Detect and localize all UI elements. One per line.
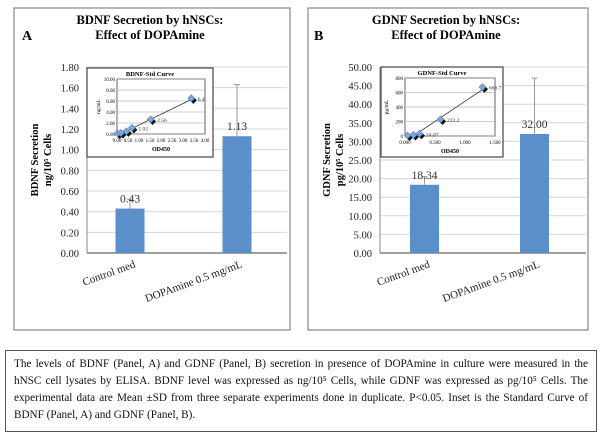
inset-y-tick-label: 10.00: [104, 78, 116, 83]
inset-y-tick-label: 4.00: [106, 111, 115, 116]
bar: [115, 208, 145, 253]
bar: [222, 136, 252, 253]
inset-point: [403, 131, 412, 140]
inset-y-axis-title: pg/mL: [384, 99, 390, 114]
y-tick-label: 5.00: [354, 230, 372, 241]
y-tick-label: 0.00: [61, 249, 79, 260]
inset-x-tick-label: 2.50: [168, 139, 177, 144]
y-axis-label: ng/10⁵ Cells: [43, 134, 54, 186]
y-axis-label: BDNF Secretion: [30, 124, 41, 197]
y-tick-label: 1.00: [61, 146, 79, 157]
y-axis-label: GDNF Secretion: [322, 123, 333, 197]
y-tick-label: 0.40: [61, 208, 79, 219]
panel-letter: A: [22, 29, 33, 44]
y-tick-label: 1.20: [61, 125, 79, 136]
y-axis-title: BDNF Secretion ng/10⁵ Cells: [30, 124, 54, 197]
inset-x-tick-label: 4.00: [201, 139, 210, 144]
inset-x-tick-label: 0.50: [124, 139, 133, 144]
y-tick-label: 40.00: [348, 100, 372, 111]
inset-point-label: 2.56: [157, 118, 167, 124]
inset-point-label: 222.2: [447, 118, 460, 124]
data-label: 18.34: [412, 170, 438, 182]
chart-title: BDNF Secretion by hNSCs:: [77, 13, 224, 27]
inset-y-tick-label: 200: [396, 121, 404, 126]
inset-point: [146, 115, 155, 124]
inset-x-tick-label: 0.000: [399, 141, 411, 146]
y-tick-label: 0.20: [61, 228, 79, 239]
y-tick-label: 10.00: [348, 212, 372, 223]
inset-x-axis-title: OD450: [441, 149, 459, 155]
inset-border: [380, 66, 504, 158]
inset-x-tick-label: 2.00: [157, 139, 166, 144]
inset-title: BDNF-Std Curve: [126, 71, 174, 78]
inset-y-axis-title: ng/mL: [96, 99, 102, 114]
inset-y-tick-label: 6.00: [106, 100, 115, 105]
inset-x-tick-label: 1.50: [146, 139, 155, 144]
y-tick-label: 0.60: [61, 187, 79, 198]
y-tick-label: 30.00: [348, 137, 372, 148]
inset-std-curve: BDNF-Std Curve 0.00 2.00 4.00 6.00 8.00 10.00 0…: [86, 67, 214, 158]
inset-y-tick-label: 400: [396, 106, 404, 111]
bar: [520, 133, 549, 253]
panel-letter: B: [314, 29, 323, 44]
y-tick-label: 50.00: [348, 63, 372, 74]
y-tick-label: 1.60: [61, 84, 79, 95]
y-tick-label: 0.80: [61, 166, 79, 177]
inset-x-tick-label: 1.00: [135, 139, 144, 144]
y-tick-label: 1.80: [61, 63, 79, 74]
figure-caption: The levels of BDNF (Panel, A) and GDNF (…: [5, 350, 597, 432]
inset-point-label: 6.4: [198, 97, 205, 103]
inset-point: [436, 115, 445, 124]
inset-y-tick-label: 2.00: [106, 122, 115, 127]
panel-b: B GDNF Secretion by hNSCs:Effect of DOPAm…: [307, 7, 589, 331]
panel-a: A BDNF Secretion by hNSCs:Effect of DOPAm…: [13, 7, 291, 331]
y-tick-label: 35.00: [348, 119, 372, 130]
inset-point: [409, 131, 418, 139]
y-axis-title: GDNF Secretion pg/10⁵ Cells: [322, 123, 346, 197]
y-tick-label: 1.40: [61, 104, 79, 115]
y-tick-label: 15.00: [348, 193, 372, 204]
data-label: 32.00: [522, 119, 548, 131]
inset-point: [415, 129, 424, 138]
inset-x-tick-label: 3.50: [190, 139, 199, 144]
chart-title: Effect of DOPAmine: [95, 28, 205, 42]
inset-point: [187, 94, 196, 103]
chart-title: Effect of DOPAmine: [391, 28, 501, 42]
y-tick-label: 25.00: [348, 156, 372, 167]
inset-x-tick-label: 3.00: [179, 139, 188, 144]
inset-x-tick-label: 0.500: [429, 141, 441, 146]
inset-point-label: 1.02: [138, 126, 148, 132]
inset-y-tick-label: 800: [396, 77, 404, 82]
inset-point-label: 24.07: [426, 132, 439, 138]
inset-border: [86, 67, 214, 158]
y-axis-label: pg/10⁵ Cells: [335, 134, 346, 186]
inset-std-curve: GDNF-Std Curve 0 200 400 600 800 0.000 0.500 1.0…: [380, 66, 504, 158]
y-tick-label: 45.00: [348, 82, 372, 93]
inset-title: GDNF-Std Curve: [418, 70, 467, 77]
data-label: 0.43: [120, 194, 140, 206]
inset-point: [128, 124, 136, 132]
inset-x-axis-title: OD450: [152, 147, 170, 153]
inset-y-tick-label: 0: [401, 135, 404, 140]
chart-title: GDNF Secretion by hNSCs:: [372, 13, 520, 27]
inset-x-tick-label: 1.500: [489, 141, 501, 146]
inset-x-tick-label: 1.000: [459, 141, 471, 146]
y-tick-label: 20.00: [348, 175, 372, 186]
inset-point: [122, 127, 131, 136]
inset-y-tick-label: 600: [396, 92, 404, 97]
inset-y-tick-label: 0.00: [106, 133, 115, 138]
y-tick-label: 0.00: [354, 249, 372, 260]
bar: [410, 184, 439, 253]
inset-x-tick-label: 0.00: [113, 139, 122, 144]
inset-point: [478, 83, 487, 92]
inset-point-label: 666.7: [489, 86, 502, 92]
data-label: 1.13: [227, 121, 247, 133]
inset-y-tick-label: 8.00: [106, 89, 115, 94]
